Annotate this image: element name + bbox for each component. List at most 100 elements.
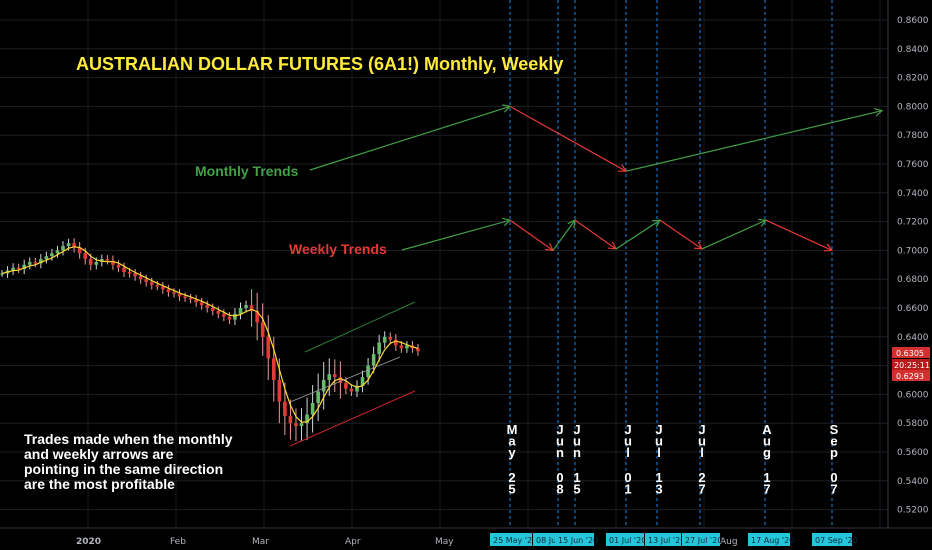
time-label-2020: 2020	[76, 537, 101, 547]
candle-body	[271, 358, 276, 380]
candle-body	[66, 243, 71, 247]
price-tag-lower-bg	[892, 370, 930, 381]
price-candles	[0, 238, 420, 441]
weekly-arrow-head	[607, 241, 618, 250]
vertical-month-letter: u	[698, 434, 706, 449]
candle-body	[283, 401, 287, 416]
candle-body	[305, 414, 309, 424]
price-tick-label: 0.7400	[897, 189, 929, 199]
weekly-arrow	[765, 219, 833, 251]
weekly-arrow	[552, 219, 576, 251]
date-tag-bg	[645, 533, 681, 546]
vertical-month-letter: u	[556, 434, 564, 449]
candle-body	[127, 272, 132, 274]
channel-upper-line	[304, 301, 416, 353]
price-tick-label: 0.7600	[897, 160, 929, 170]
vertical-day-digit: 1	[573, 470, 580, 485]
price-tick-label: 0.6600	[897, 304, 929, 314]
date-tag-bg	[812, 533, 852, 546]
candle-body	[138, 276, 143, 280]
vertical-day-digit: 5	[508, 482, 515, 497]
date-tag-label: 27 Jul '20	[685, 536, 722, 545]
vertical-day-digit: 3	[655, 482, 662, 497]
date-tag-label: 17 Aug '20	[751, 536, 794, 545]
time-axis[interactable]: 2020 Feb Mar Apr May Aug	[76, 537, 738, 547]
monthly-arrow	[309, 105, 511, 171]
channel-mid-line	[289, 356, 401, 403]
candle-body	[344, 382, 348, 389]
price-tick-label: 0.8000	[897, 102, 929, 112]
candle-body	[377, 342, 381, 355]
candle-body	[133, 273, 137, 277]
monthly-trends-label: Monthly Trends	[195, 163, 299, 179]
candle-body	[149, 282, 154, 285]
weekly-arrow	[401, 219, 511, 251]
candle-body	[83, 253, 87, 260]
date-tag-bg	[606, 533, 644, 546]
candle-body	[210, 308, 215, 311]
weekly-arrow	[659, 219, 703, 250]
candle-body	[394, 339, 398, 346]
vertical-month-letter: J	[698, 422, 705, 437]
vertical-month-letter: p	[830, 445, 838, 460]
price-tag-lower: 0.6293	[896, 372, 924, 381]
candle-body	[288, 416, 293, 424]
candle-body	[55, 250, 60, 254]
countdown-tag: 20:25:11	[894, 361, 930, 370]
vertical-day-digit: 1	[655, 470, 662, 485]
candle-body	[366, 365, 370, 378]
price-tick-label: 0.7200	[897, 218, 929, 228]
candle-body	[399, 345, 404, 349]
date-marker-lines	[509, 0, 833, 528]
price-tags: 0.6305 20:25:11 0.6293	[892, 347, 930, 381]
candle-body	[0, 273, 4, 275]
candle-body	[227, 316, 232, 320]
trend-channel	[289, 301, 416, 447]
vertical-month-letter: u	[573, 434, 581, 449]
candle-body	[321, 380, 326, 392]
candle-body	[360, 377, 365, 386]
candle-body	[199, 302, 204, 306]
vertical-day-digit: 0	[624, 470, 631, 485]
candle-body	[338, 377, 343, 383]
vertical-day-digit: 0	[830, 470, 837, 485]
candle-body	[277, 380, 282, 402]
candle-body	[316, 391, 320, 404]
candle-body	[238, 308, 243, 314]
vertical-day-digit: 7	[763, 482, 770, 497]
monthly-arrow	[509, 105, 627, 172]
moving-average-line	[1, 246, 419, 423]
vertical-month-letter: n	[556, 445, 564, 460]
candle-body	[155, 284, 160, 287]
candle-body	[299, 423, 304, 427]
candle-body	[11, 267, 15, 271]
candle-body	[172, 292, 176, 294]
candle-body	[111, 260, 115, 265]
candle-body	[194, 299, 198, 303]
price-tick-label: 0.8200	[897, 74, 929, 84]
candle-body	[33, 261, 38, 264]
candle-body	[188, 297, 193, 300]
price-tick-label: 0.5800	[897, 419, 929, 429]
candle-body	[61, 246, 65, 251]
candle-body	[44, 256, 49, 260]
candle-body	[72, 243, 76, 248]
vertical-month-letter: g	[763, 445, 771, 460]
vertical-month-letter: S	[830, 422, 839, 437]
price-axis[interactable]: 0.8600 0.8400 0.8200 0.8000 0.7800 0.7600 0.74…	[897, 16, 929, 516]
vertical-month-letter: J	[573, 422, 580, 437]
price-tick-label: 0.7800	[897, 131, 929, 141]
candle-body	[249, 305, 254, 311]
candle-body	[294, 423, 298, 427]
weekly-arrow	[509, 219, 554, 251]
candle-body	[349, 388, 354, 392]
vertical-month-letter: J	[624, 422, 631, 437]
vertical-month-letter: u	[624, 434, 632, 449]
countdown-tag-bg	[892, 359, 930, 370]
vertical-month-letter: M	[507, 422, 518, 437]
price-tick-label: 0.7000	[897, 246, 929, 256]
vertical-day-digit: 1	[763, 470, 770, 485]
candle-body	[116, 264, 121, 268]
